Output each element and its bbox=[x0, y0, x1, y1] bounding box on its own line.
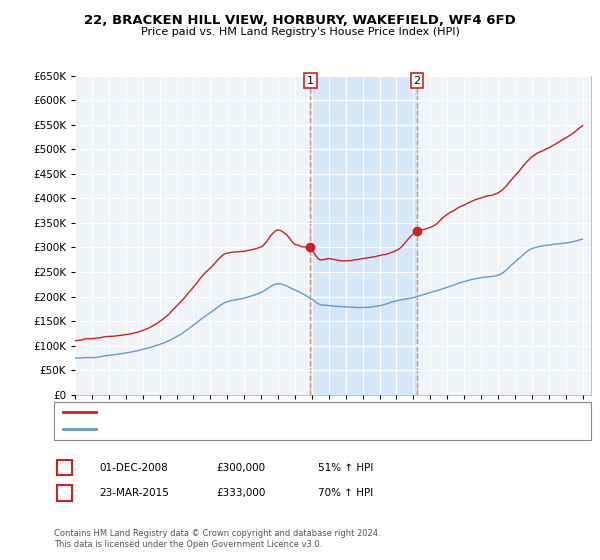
Text: 1: 1 bbox=[307, 76, 314, 86]
Text: 2: 2 bbox=[61, 488, 68, 498]
Text: 2: 2 bbox=[413, 76, 421, 86]
Text: 22, BRACKEN HILL VIEW, HORBURY, WAKEFIELD, WF4 6FD: 22, BRACKEN HILL VIEW, HORBURY, WAKEFIEL… bbox=[84, 14, 516, 27]
Text: 01-DEC-2008: 01-DEC-2008 bbox=[99, 463, 168, 473]
Text: 51% ↑ HPI: 51% ↑ HPI bbox=[318, 463, 373, 473]
Text: 70% ↑ HPI: 70% ↑ HPI bbox=[318, 488, 373, 498]
Text: 23-MAR-2015: 23-MAR-2015 bbox=[99, 488, 169, 498]
Text: HPI: Average price, detached house, Wakefield: HPI: Average price, detached house, Wake… bbox=[102, 424, 330, 434]
Text: Contains HM Land Registry data © Crown copyright and database right 2024.
This d: Contains HM Land Registry data © Crown c… bbox=[54, 529, 380, 549]
Text: £300,000: £300,000 bbox=[216, 463, 265, 473]
Text: Price paid vs. HM Land Registry's House Price Index (HPI): Price paid vs. HM Land Registry's House … bbox=[140, 27, 460, 37]
Text: £333,000: £333,000 bbox=[216, 488, 265, 498]
Bar bbox=[310, 76, 417, 395]
Text: 1: 1 bbox=[61, 463, 68, 473]
Text: 22, BRACKEN HILL VIEW, HORBURY, WAKEFIELD, WF4 6FD (detached house): 22, BRACKEN HILL VIEW, HORBURY, WAKEFIEL… bbox=[102, 407, 476, 417]
